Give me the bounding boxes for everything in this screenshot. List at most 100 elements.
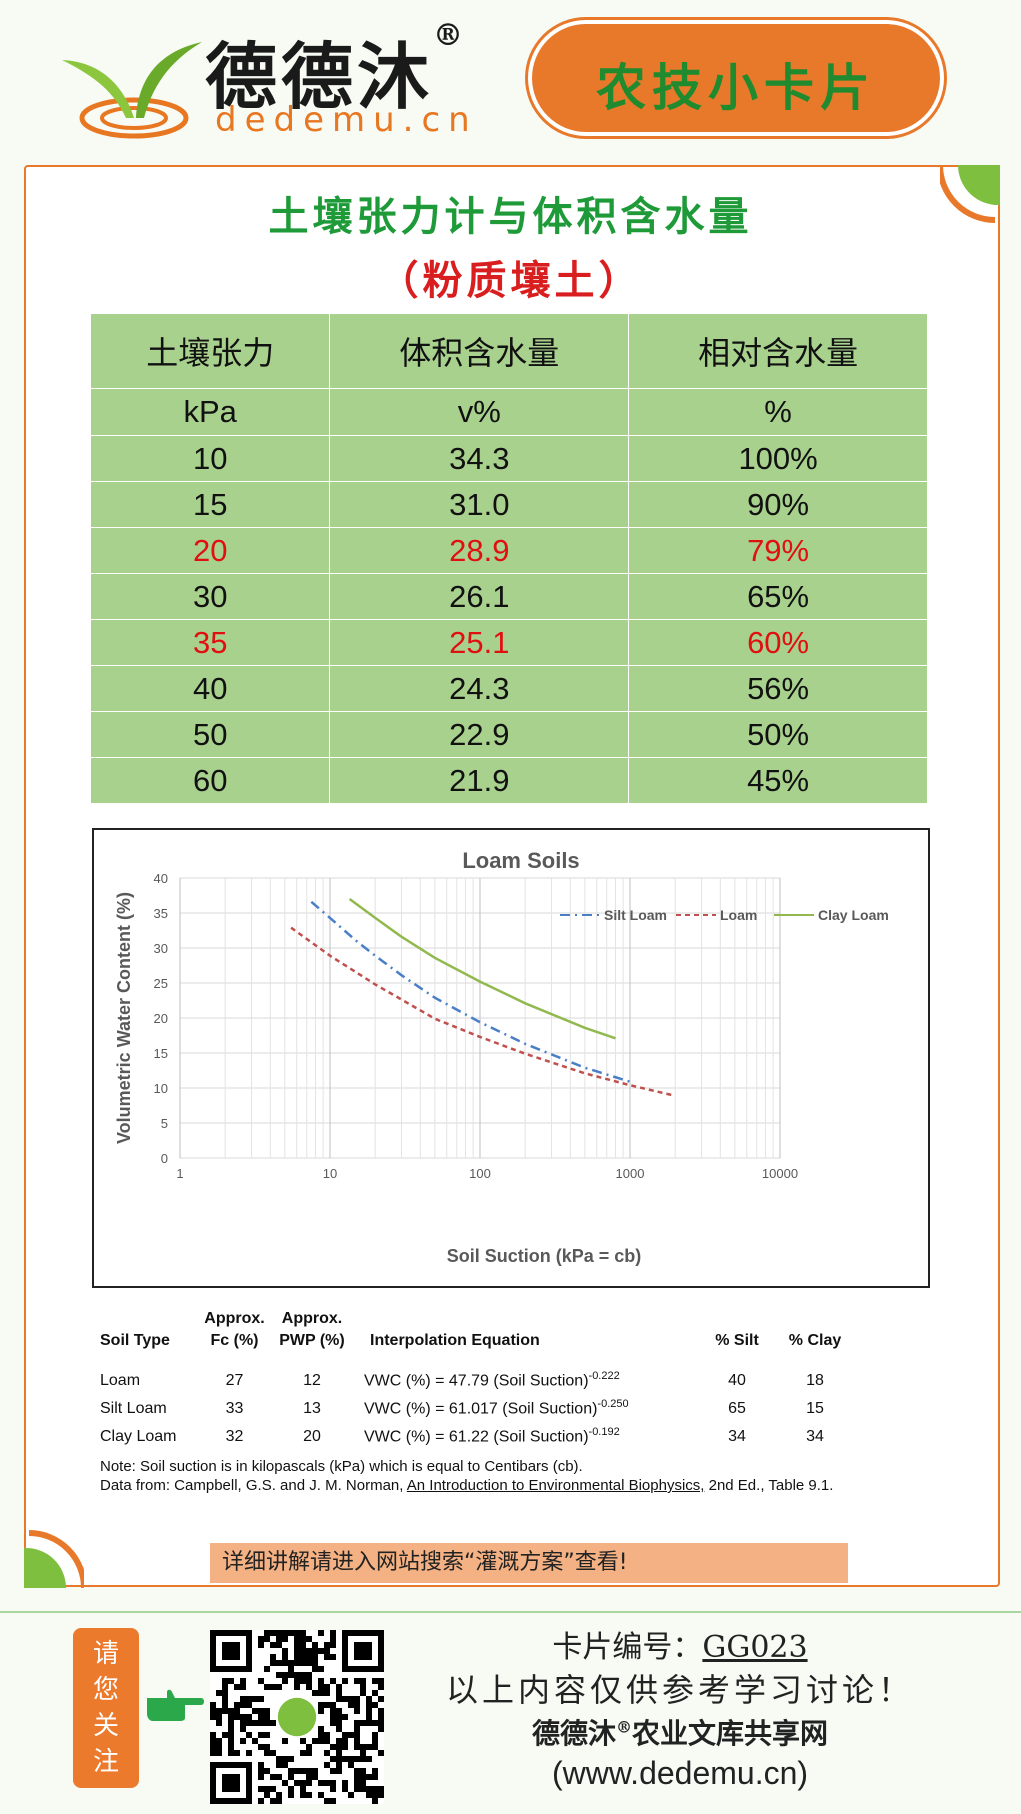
pointing-hand-icon (147, 1689, 204, 1721)
table-header-row: 土壤张力 体积含水量 相对含水量 (89, 313, 928, 389)
qr-code-icon[interactable] (210, 1630, 384, 1804)
table-unit-row: kPa v% % (89, 388, 928, 436)
col-header-pwp: Approx. PWP (%) (279, 1310, 345, 1349)
brand-name: 德德沐® (205, 18, 468, 119)
table-row-highlighted: 20 28.9 79% (89, 527, 928, 574)
chart-series-lines (290, 897, 673, 1097)
table-row-highlighted: 35 25.1 60% (89, 619, 928, 666)
soil-row: Silt Loam 33 13 VWC (%) = 61.017 (Soil S… (100, 1390, 854, 1418)
equation-cell: VWC (%) = 61.22 (Soil Suction)-0.192 (364, 1425, 620, 1445)
y-tick-label: 10 (154, 1081, 168, 1096)
site-url[interactable]: (www.dedemu.cn) (551, 1755, 809, 1791)
col-header-equation: Interpolation Equation (370, 1332, 540, 1349)
source-book-link[interactable]: An Introduction to Environmental Biophys… (406, 1477, 705, 1494)
table-cell: 30 (89, 573, 331, 620)
y-axis-label: Volumetric Water Content (%) (114, 892, 134, 1144)
pwp-cell: 13 (303, 1400, 321, 1417)
y-tick-label: 15 (154, 1046, 168, 1061)
table-header-cell: 土壤张力 (89, 313, 331, 389)
x-tick-label: 1000 (616, 1166, 645, 1181)
website-search-hint: 详细讲解请进入网站搜索“灌溉方案”查看! (210, 1543, 848, 1583)
col-header-fc: Approx. Fc (%) (204, 1310, 265, 1349)
soil-row: Loam 27 12 VWC (%) = 47.79 (Soil Suction… (100, 1362, 854, 1390)
clay-cell: 18 (806, 1372, 824, 1389)
table-cell: 31.0 (329, 481, 630, 528)
table-cell: 28.9 (329, 527, 630, 574)
soil-row: Clay Loam 32 20 VWC (%) = 61.22 (Soil Su… (100, 1418, 854, 1446)
table-row: 30 26.1 65% (89, 573, 928, 620)
sprout-logo-icon (62, 42, 202, 139)
soil-type-cell: Silt Loam (100, 1400, 167, 1417)
fc-cell: 32 (225, 1428, 244, 1445)
table-unit-cell: % (628, 388, 928, 436)
chart-legend: Silt Loam Loam Clay Loam (560, 907, 889, 923)
table-cell: 56% (628, 665, 928, 712)
table-row: 60 21.9 45% (89, 757, 928, 804)
equation-cell: VWC (%) = 61.017 (Soil Suction)-0.250 (364, 1397, 629, 1417)
table-row: 15 31.0 90% (89, 481, 928, 528)
footer-divider (0, 1611, 1021, 1613)
table-cell: 35 (89, 619, 331, 666)
soil-type-cell: Loam (100, 1372, 141, 1389)
y-tick-label: 35 (154, 906, 168, 921)
equation-cell: VWC (%) = 47.79 (Soil Suction)-0.222 (364, 1369, 620, 1389)
col-header-soil-type: Soil Type (100, 1332, 170, 1349)
series-line-silt-loam (310, 900, 631, 1083)
table-cell: 22.9 (329, 711, 630, 758)
source-citation: Data from: Campbell, G.S. and J. M. Norm… (100, 1477, 834, 1494)
table-cell: 50% (628, 711, 928, 758)
table-cell: 45% (628, 757, 928, 804)
chart-grid (179, 877, 781, 1159)
tension-moisture-table: 土壤张力 体积含水量 相对含水量 kPa v% % 10 34.3 100% 15 3… (89, 313, 928, 804)
x-tick-label: 100 (469, 1166, 491, 1181)
y-axis-ticks: 0 5 10 15 20 25 30 35 40 (154, 871, 168, 1166)
disclaimer: 以上内容仅供参考学习讨论！ (445, 1671, 914, 1709)
x-tick-label: 1 (176, 1166, 183, 1181)
table-cell: 24.3 (329, 665, 630, 712)
table-row: 10 34.3 100% (89, 435, 928, 482)
table-cell: 25.1 (329, 619, 630, 666)
legend-label: Loam (720, 907, 757, 923)
table-header-cell: 相对含水量 (628, 313, 928, 389)
table-unit-cell: v% (329, 388, 630, 436)
x-tick-label: 10 (323, 1166, 337, 1181)
table-cell: 50 (89, 711, 331, 758)
table-header-cell: 体积含水量 (329, 313, 630, 389)
follow-us-button[interactable]: 请您关注 (73, 1628, 139, 1788)
chart-title: Loam Soils (462, 848, 579, 873)
table-cell: 79% (628, 527, 928, 574)
loam-soils-chart: Loam Soils 0 5 10 15 20 25 30 35 40 1 10 100 1000 10… (92, 828, 930, 1288)
pwp-cell: 12 (303, 1372, 321, 1389)
y-tick-label: 40 (154, 871, 168, 886)
table-cell: 15 (89, 481, 331, 528)
site-name: 德德沐®农业文库共享网 (531, 1717, 829, 1750)
header: 德德沐® dedemu.cn 农技小卡片 (0, 0, 1021, 160)
y-tick-label: 20 (154, 1011, 168, 1026)
table-cell: 20 (89, 527, 331, 574)
chart-svg: Loam Soils 0 5 10 15 20 25 30 35 40 1 10 100 1000 10… (114, 848, 889, 1266)
x-tick-label: 10000 (762, 1166, 798, 1181)
brand-url: dedemu.cn (215, 100, 478, 140)
table-cell: 10 (89, 435, 331, 482)
legend-label: Silt Loam (604, 907, 667, 923)
silt-cell: 40 (728, 1372, 746, 1389)
clay-cell: 15 (806, 1400, 824, 1417)
y-tick-label: 5 (161, 1116, 168, 1131)
corner-decoration-icon (24, 1530, 84, 1588)
col-header-clay: % Clay (788, 1332, 842, 1349)
y-tick-label: 0 (161, 1151, 168, 1166)
units-note: Note: Soil suction is in kilopascals (kP… (100, 1458, 583, 1475)
table-row: 40 24.3 56% (89, 665, 928, 712)
y-tick-label: 25 (154, 976, 168, 991)
fc-cell: 33 (225, 1400, 244, 1417)
silt-cell: 34 (728, 1428, 746, 1445)
card-type-badge: 农技小卡片 (532, 24, 940, 132)
fc-cell: 27 (225, 1372, 244, 1389)
page-subtitle: （粉质壤土） (378, 257, 643, 304)
table-unit-cell: kPa (89, 388, 331, 436)
table-cell: 40 (89, 665, 331, 712)
page-title: 土壤张力计与体积含水量 (268, 193, 753, 240)
corner-decoration-icon (940, 165, 1000, 223)
card-code: GG023 (702, 1630, 808, 1665)
table-cell: 60 (89, 757, 331, 804)
